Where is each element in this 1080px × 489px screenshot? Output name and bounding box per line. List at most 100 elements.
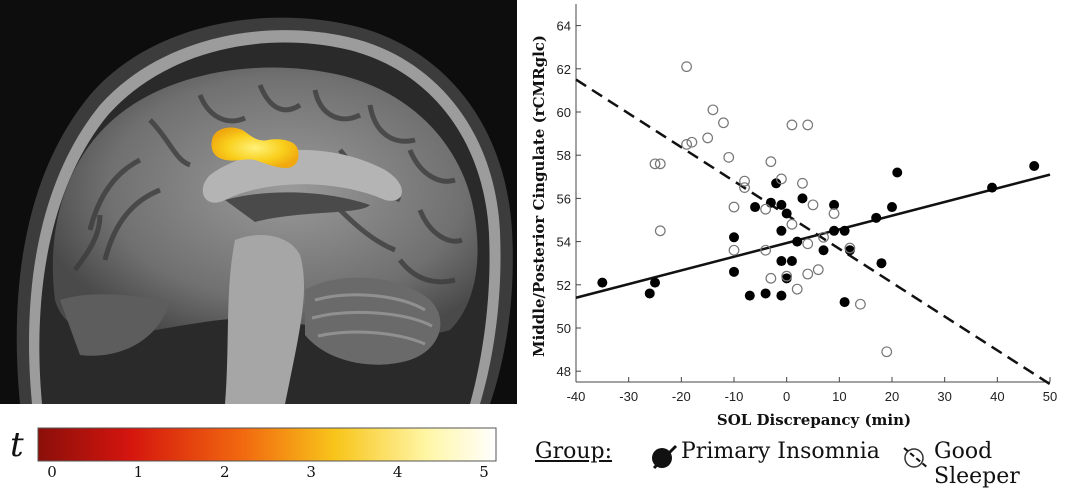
- x-tick-label: 0: [783, 389, 790, 404]
- good-sleeper-point: [802, 268, 814, 280]
- good-sleeper-point: [739, 182, 750, 194]
- good-sleeper-point: [765, 272, 777, 284]
- insomnia-fit-line: [575, 173, 1051, 299]
- colorbar-tick-label: 0: [47, 463, 57, 479]
- insomnia-point: [760, 288, 771, 299]
- y-tick-label: 52: [557, 278, 571, 293]
- y-tick-label: 60: [557, 105, 571, 120]
- y-tick-label: 58: [557, 148, 571, 163]
- good-sleeper-point: [707, 104, 719, 116]
- insomnia-point: [1029, 161, 1040, 171]
- insomnia-point: [781, 208, 792, 219]
- insomnia-point: [644, 288, 655, 299]
- good-sleeper-point: [681, 138, 693, 150]
- legend: Group: Primary Insomnia Good Sleeper: [533, 434, 1080, 489]
- legend-item-primary-insomnia: Primary Insomnia: [681, 439, 880, 464]
- good-sleeper-point: [786, 218, 798, 230]
- open-circle-marker-icon: [903, 447, 929, 469]
- colorbar-gradient: [37, 427, 497, 462]
- x-axis-label: SOL Discrepancy (min): [717, 411, 911, 429]
- colorbar-symbol: t: [10, 425, 24, 465]
- good-sleeper-point: [844, 242, 856, 254]
- y-tick-label: 56: [557, 191, 571, 206]
- x-tick-label: -20: [672, 389, 691, 404]
- brain-mri-image: [0, 0, 517, 404]
- insomnia-point: [776, 199, 787, 210]
- x-tick-label: 50: [1043, 389, 1057, 404]
- y-tick-label: 64: [557, 19, 571, 34]
- good-sleeper-point: [881, 346, 893, 358]
- good-sleeper-point: [718, 117, 729, 129]
- insomnia-point: [750, 202, 761, 213]
- good-sleeper-point: [728, 201, 740, 213]
- colorbar-tick-label: 4: [393, 463, 403, 479]
- insomnia-point: [844, 245, 855, 256]
- good-sleeper-point: [818, 231, 829, 243]
- x-tick-label: 40: [990, 389, 1004, 404]
- insomnia-point: [797, 193, 808, 204]
- colorbar-ticks: 0 1 2 3 4 5: [47, 463, 489, 481]
- insomnia-point: [650, 277, 660, 288]
- insomnia-point: [597, 277, 608, 288]
- good-sleeper-point: [775, 173, 787, 185]
- insomnia-point: [829, 225, 840, 236]
- insomnia-point: [839, 297, 850, 308]
- data-points: [597, 61, 1040, 358]
- insomnia-point: [776, 225, 787, 236]
- insomnia-point: [776, 256, 787, 267]
- good-sleeper-point: [760, 244, 772, 256]
- legend-group-label: Group:: [535, 439, 612, 464]
- insomnia-point: [771, 178, 782, 189]
- good-sleeper-point: [702, 132, 714, 144]
- insomnia-point: [729, 266, 739, 277]
- y-axis-label: Middle/Posterior Cingulate (rCMRglc): [530, 35, 548, 357]
- colorbar-tick-label: 1: [134, 463, 144, 479]
- good-sleeper-point: [802, 238, 814, 250]
- x-tick-label: -30: [619, 389, 638, 404]
- colorbar-tick-label: 5: [479, 463, 489, 479]
- good-sleeper-point: [828, 208, 840, 219]
- good-sleeper-point: [812, 264, 824, 276]
- good-sleeper-point: [786, 119, 798, 131]
- insomnia-point: [839, 225, 850, 236]
- filled-circle-marker-icon: [652, 444, 678, 470]
- colorbar-tick-label: 3: [306, 463, 316, 479]
- fit-lines: [575, 78, 1051, 386]
- insomnia-point: [818, 245, 829, 256]
- scatter-plot: -40 -30 -20 -10 0 10 20 30 40 50 48 50 52 54 56 58 60 62 6…: [528, 0, 1080, 440]
- colorbar-tick-label: 2: [220, 463, 230, 479]
- x-tick-label: -40: [567, 389, 586, 404]
- x-tick-label: 30: [937, 389, 951, 404]
- x-tick-label: 20: [885, 389, 899, 404]
- colorbar: t 0 1 2 3 4 5: [0, 410, 517, 481]
- good-sleeper-point: [855, 298, 866, 310]
- axes: -40 -30 -20 -10 0 10 20 30 40 50 48 50 52 54 56 58 60 62 6…: [557, 4, 1057, 404]
- good-sleeper-point: [649, 158, 661, 170]
- good-sleeper-point: [807, 199, 819, 211]
- good-sleeper-point: [760, 203, 772, 215]
- brain-slice-graphic: [0, 0, 517, 404]
- insomnia-point: [792, 236, 803, 247]
- good-sleeper-point: [781, 270, 793, 282]
- insomnia-point: [729, 232, 739, 243]
- good-sleeper-point: [791, 283, 803, 295]
- good-sleeper-point: [728, 244, 740, 256]
- x-tick-label: -10: [725, 389, 744, 404]
- y-tick-label: 50: [557, 321, 571, 336]
- insomnia-point: [786, 256, 797, 267]
- good-sleeper-point: [797, 177, 808, 189]
- insomnia-point: [871, 212, 882, 223]
- insomnia-point: [829, 199, 840, 210]
- scatter-svg: -40 -30 -20 -10 0 10 20 30 40 50 48 50 52 54 56 58 60 62 6…: [530, 4, 1057, 429]
- good-sleeper-point: [681, 61, 693, 73]
- insomnia-point: [892, 167, 903, 178]
- insomnia-point: [744, 290, 755, 301]
- legend-item-good-sleeper: Good Sleeper: [934, 439, 1020, 489]
- y-tick-label: 54: [557, 235, 571, 250]
- insomnia-point: [987, 182, 998, 193]
- insomnia-point: [765, 197, 776, 208]
- good-sleeper-point: [739, 175, 750, 187]
- x-tick-label: 10: [832, 389, 846, 404]
- y-tick-label: 48: [557, 364, 571, 379]
- y-tick-label: 62: [557, 62, 571, 77]
